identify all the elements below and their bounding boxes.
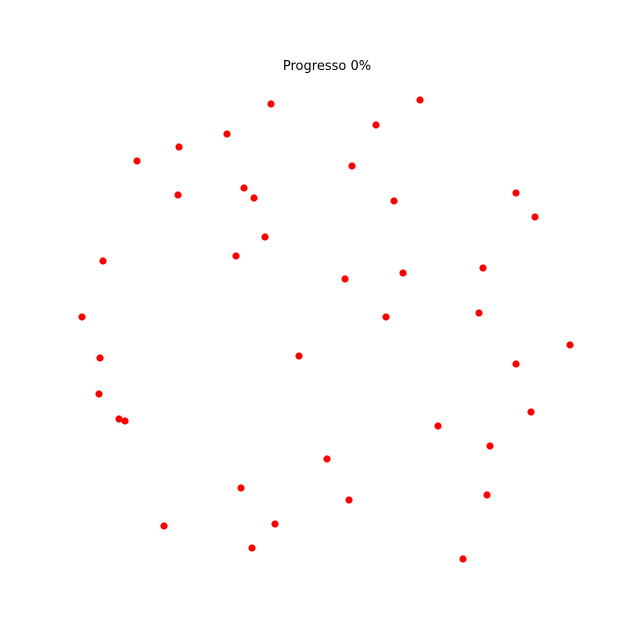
scatter-point-35 <box>483 491 491 499</box>
scatter-point-20 <box>475 309 483 317</box>
scatter-point-36 <box>345 496 353 504</box>
scatter-point-31 <box>434 422 442 430</box>
scatter-point-19 <box>341 275 349 283</box>
scatter-point-28 <box>527 408 535 416</box>
chart-title: Progresso 0% <box>283 59 371 74</box>
scatter-point-1 <box>267 100 275 108</box>
scatter-point-24 <box>295 352 303 360</box>
scatter-point-13 <box>531 213 539 221</box>
scatter-point-7 <box>348 162 356 170</box>
scatter-point-2 <box>416 96 424 104</box>
scatter-point-5 <box>175 143 183 151</box>
scatter-point-34 <box>237 484 245 492</box>
scatter-point-37 <box>271 520 279 528</box>
scatter-point-38 <box>160 522 168 530</box>
scatter-point-18 <box>399 269 407 277</box>
scatter-point-27 <box>95 390 103 398</box>
scatter-point-26 <box>512 360 520 368</box>
scatter-point-21 <box>382 313 390 321</box>
scatter-point-29 <box>115 415 123 423</box>
scatter-point-11 <box>390 197 398 205</box>
scatter-point-23 <box>566 341 574 349</box>
scatter-point-32 <box>486 442 494 450</box>
scatter-point-16 <box>99 257 107 265</box>
scatter-point-3 <box>372 121 380 129</box>
scatter-point-6 <box>133 157 141 165</box>
scatter-point-4 <box>223 130 231 138</box>
scatter-point-25 <box>96 354 104 362</box>
scatter-point-39 <box>248 544 256 552</box>
scatter-point-33 <box>323 455 331 463</box>
scatter-point-12 <box>512 189 520 197</box>
scatter-point-9 <box>174 191 182 199</box>
scatter-point-17 <box>479 264 487 272</box>
scatter-point-30 <box>121 417 129 425</box>
scatter-point-40 <box>459 555 467 563</box>
scatter-point-8 <box>240 184 248 192</box>
scatter-points <box>78 96 574 563</box>
scatter-point-14 <box>261 233 269 241</box>
scatter-point-10 <box>250 194 258 202</box>
scatter-point-15 <box>232 252 240 260</box>
scatter-point-22 <box>78 313 86 321</box>
